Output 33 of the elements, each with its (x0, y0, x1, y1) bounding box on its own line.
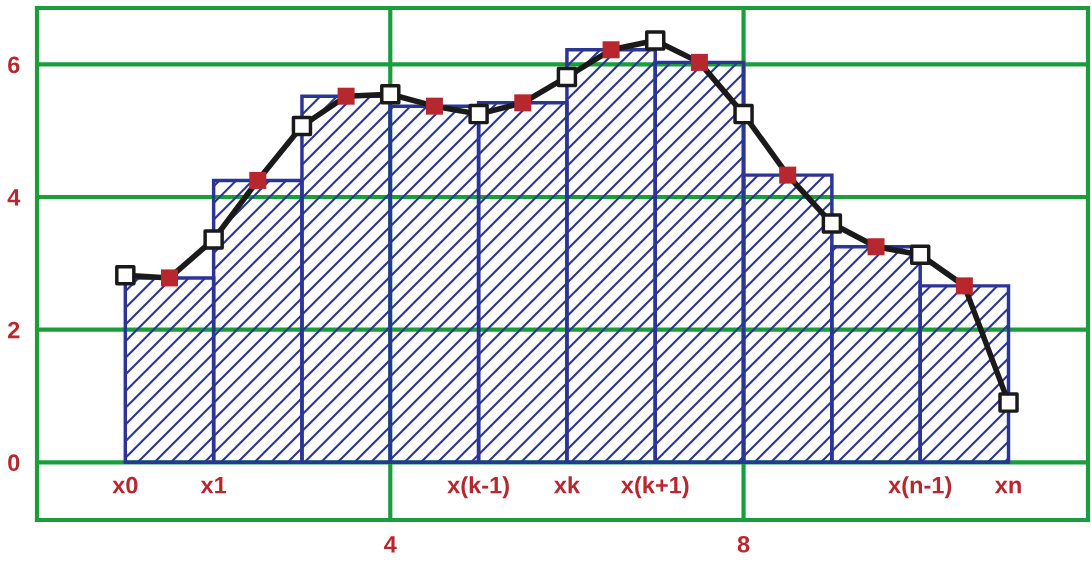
point (337, 87, 355, 105)
annotation: x(n-1) (888, 476, 952, 499)
annotation: xn (994, 480, 1021, 494)
point (468, 103, 489, 125)
y-tick-label: 2 (8, 321, 20, 339)
point (514, 94, 532, 112)
annotation: x(k+1) (620, 476, 689, 499)
y-tick-label: 4 (7, 189, 21, 206)
point (115, 265, 136, 286)
point (644, 30, 666, 51)
point (690, 53, 708, 71)
point (909, 244, 931, 265)
point (998, 392, 1019, 413)
annotation: xk (553, 476, 581, 494)
point (425, 97, 443, 115)
annotation: x1 (200, 477, 227, 494)
point (291, 115, 313, 137)
point (556, 66, 578, 88)
point (380, 83, 401, 105)
point (821, 213, 843, 234)
point (779, 166, 797, 184)
x-tick-label: 8 (737, 535, 750, 553)
point (160, 269, 178, 287)
point (867, 238, 885, 256)
annotation: x(k-1) (447, 476, 509, 499)
annotation: x0 (112, 476, 138, 494)
point (203, 229, 224, 250)
point (733, 103, 754, 125)
y-tick-label: 0 (8, 454, 20, 472)
point (602, 41, 620, 59)
y-tick-label: 6 (8, 56, 20, 74)
point (249, 171, 267, 189)
point (955, 277, 973, 295)
